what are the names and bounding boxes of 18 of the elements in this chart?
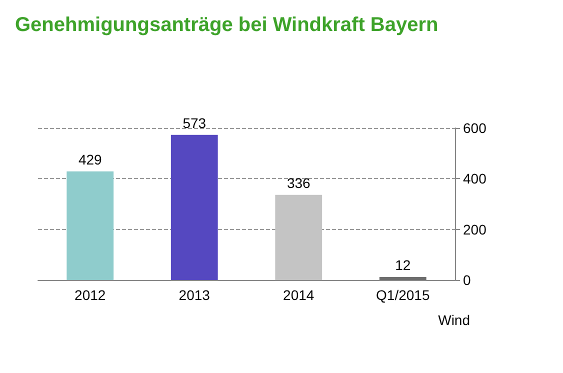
bar [379, 276, 426, 280]
x-tick-label: 2013 [178, 287, 210, 303]
y-tick-label: 400 [463, 170, 487, 187]
data-label: 12 [395, 256, 411, 273]
y-tick-label: 0 [463, 272, 471, 288]
y-tick-label: 600 [463, 120, 487, 136]
data-label: 429 [78, 151, 102, 168]
bar [170, 134, 218, 280]
x-tick-label: Q1/2015 [376, 287, 430, 303]
data-label: 336 [286, 174, 311, 191]
bar [275, 194, 322, 280]
y-tick-label: 200 [463, 221, 487, 238]
data-label: 573 [182, 114, 206, 131]
x-tick-label: 2014 [283, 287, 314, 303]
text: Wind [438, 312, 470, 328]
chart-title: Genehmigungsanträge bei Windkraft Bayern [15, 14, 438, 36]
x-tick-label: 2012 [74, 287, 106, 303]
bar [66, 171, 114, 280]
